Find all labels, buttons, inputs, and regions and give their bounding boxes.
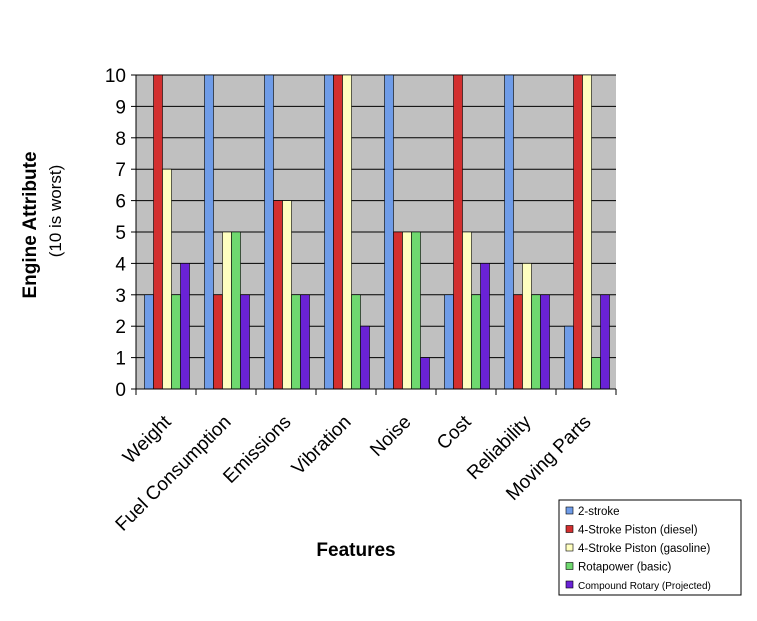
y-tick-label: 5 [115, 223, 126, 244]
y-tick-label: 10 [105, 66, 126, 87]
bar [204, 74, 214, 390]
bar [324, 74, 334, 390]
bar [153, 74, 163, 390]
bar [522, 263, 532, 390]
y-tick-label: 4 [115, 254, 126, 275]
bar [402, 231, 412, 390]
bar [591, 357, 601, 390]
bar [282, 200, 292, 390]
y-axis-subtitle: (10 is worst) [46, 165, 65, 258]
bar [540, 294, 550, 390]
bar [480, 263, 490, 390]
y-tick-label: 3 [115, 286, 126, 307]
x-tick-label: Noise [366, 412, 415, 461]
y-axis-title: Engine Attribute [20, 151, 41, 298]
y-tick-label: 7 [115, 160, 126, 181]
legend-swatch [565, 525, 574, 533]
bar [264, 74, 274, 390]
bar [360, 325, 370, 390]
bar [333, 74, 343, 390]
bar [420, 357, 430, 390]
bar [513, 294, 523, 390]
bar [573, 74, 583, 390]
legend-swatch [565, 543, 574, 552]
bar [453, 74, 463, 390]
bar [273, 200, 283, 390]
bar [471, 294, 481, 390]
bar [300, 294, 310, 390]
bar [291, 294, 301, 390]
y-tick-label: 0 [115, 380, 126, 401]
legend-swatch [565, 580, 574, 589]
y-tick-label: 2 [115, 317, 126, 338]
bar [462, 231, 472, 390]
bar [504, 74, 514, 390]
legend-label: 4-Stroke Piston (gasoline) [578, 543, 710, 555]
bar [231, 231, 241, 390]
legend-label: Rotapower (basic) [578, 562, 671, 574]
x-tick-label: Fuel Consumption [112, 412, 236, 536]
x-axis-title: Features [316, 540, 395, 561]
bar [600, 294, 610, 390]
x-tick-label: Weight [119, 411, 176, 468]
legend-swatch [565, 562, 574, 570]
y-tick-labels: 0 1 2 3 4 5 6 7 8 9 10 [105, 66, 127, 401]
bar [144, 294, 154, 390]
bar [240, 294, 250, 390]
x-tick-label: Vibration [288, 412, 356, 480]
bar [582, 74, 592, 390]
bar [222, 231, 232, 390]
legend-label: Compound Rotary (Projected) [578, 581, 711, 592]
bar [162, 168, 172, 390]
bar [351, 294, 361, 390]
bar [531, 294, 541, 390]
y-tick-label: 1 [115, 349, 126, 370]
bar [444, 294, 454, 390]
y-tick-label: 9 [115, 97, 126, 118]
bar [213, 294, 223, 390]
axes [131, 74, 617, 395]
y-tick-label: 8 [115, 129, 126, 150]
bar [171, 294, 181, 390]
bar [564, 325, 574, 390]
bar [384, 74, 394, 390]
bar [411, 231, 421, 390]
y-tick-label: 6 [115, 192, 126, 213]
legend-label: 2-stroke [578, 506, 620, 518]
legend-box [558, 499, 742, 596]
legend-swatch [565, 506, 574, 515]
legend-label: 4-Stroke Piston (diesel) [578, 525, 698, 537]
bar [342, 74, 352, 390]
legend: 2-stroke 4-Stroke Piston (diesel) 4-Stroke… [558, 499, 742, 596]
bar [180, 263, 190, 390]
x-tick-label: Cost [433, 411, 476, 454]
bar [393, 231, 403, 390]
